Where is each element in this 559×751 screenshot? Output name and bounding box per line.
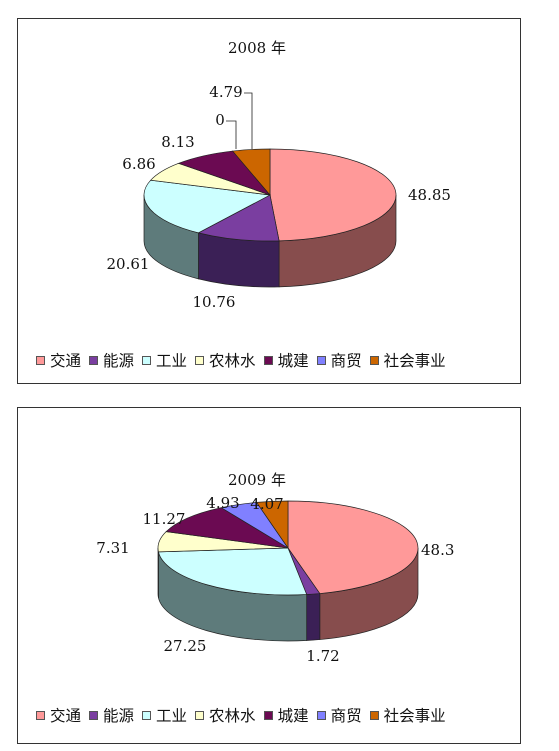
pie-slice-top: [143, 179, 272, 234]
chart-panel-2008: 2008 年 48.85 10.76 20.61 6.86 8.13 0 4.79 交通 能源…: [17, 18, 521, 384]
data-label: 27.25: [164, 637, 207, 655]
legend-item: 农林水: [195, 349, 256, 371]
pie-slice-side: [306, 593, 321, 641]
legend-swatch: [142, 355, 152, 365]
label-leader-line: [244, 92, 253, 149]
legend-item: 工业: [142, 349, 187, 371]
data-label: 48.3: [421, 541, 454, 559]
legend-item: 农林水: [195, 704, 256, 726]
legend-label: 商贸: [330, 352, 362, 370]
legend-swatch: [142, 710, 152, 720]
chart-title: 2008 年: [228, 39, 286, 57]
legend-2008: 交通 能源 工业 农林水 城建 商贸 社会事业: [36, 349, 514, 371]
legend-swatch: [316, 355, 326, 365]
legend-label: 社会事业: [383, 707, 446, 725]
pie-slice-top: [287, 500, 419, 594]
legend-label: 工业: [156, 352, 188, 370]
legend-item: 城建: [263, 704, 309, 726]
legend-label: 农林水: [209, 707, 256, 725]
legend-label: 商贸: [330, 707, 362, 725]
legend-label: 交通: [50, 352, 82, 370]
pie-chart-2009: 2009 年 48.3 1.72 27.25 7.31 11.27 4.93 4.07: [96, 471, 454, 665]
legend-swatch: [36, 355, 45, 365]
legend-swatch: [263, 710, 273, 720]
chart-panel-2009: 2009 年 48.3 1.72 27.25 7.31 11.27 4.93 4.07 交通 …: [17, 407, 521, 744]
legend-item: 能源: [89, 349, 134, 371]
legend-swatch: [316, 710, 326, 720]
legend-item: 城建: [263, 349, 309, 371]
legend-swatch: [195, 710, 205, 720]
legend-swatch: [89, 710, 99, 720]
legend-label: 能源: [103, 352, 135, 370]
label-leader-line: [226, 120, 237, 149]
data-label: 20.61: [107, 255, 150, 273]
legend-swatch: [369, 710, 379, 720]
data-labels: 48.3 1.72 27.25 7.31 11.27 4.93 4.07: [96, 494, 454, 665]
data-label: 7.31: [96, 539, 129, 557]
legend-2009: 交通 能源 工业 农林水 城建 商贸 社会事业: [36, 704, 514, 726]
data-label: 4.79: [209, 83, 242, 101]
legend-item: 商贸: [316, 704, 362, 726]
data-label: 8.13: [161, 133, 194, 151]
legend-swatch: [36, 710, 45, 720]
pie-slice-top: [157, 547, 308, 596]
pie-top-faces: [143, 148, 397, 242]
data-label: 0: [215, 111, 225, 129]
chart-title: 2009 年: [228, 471, 286, 489]
legend-item: 工业: [142, 704, 187, 726]
data-label: 1.72: [306, 647, 339, 665]
pie-slice-top: [231, 148, 271, 196]
legend-item: 交通: [36, 349, 81, 371]
legend-swatch: [195, 355, 205, 365]
data-label: 6.86: [122, 155, 155, 173]
pie-slice-top: [255, 500, 289, 550]
legend-label: 能源: [103, 707, 135, 725]
legend-item: 交通: [36, 704, 81, 726]
data-label: 10.76: [193, 293, 236, 311]
pie-chart-2008: 2008 年 48.85 10.76 20.61 6.86 8.13 0 4.79: [107, 39, 451, 311]
legend-item: 社会事业: [369, 349, 446, 371]
legend-label: 城建: [277, 707, 309, 725]
legend-label: 工业: [156, 707, 188, 725]
data-label: 48.85: [408, 186, 451, 204]
pie-slice-top: [165, 507, 289, 549]
legend-label: 社会事业: [383, 352, 446, 370]
data-label: 4.07: [250, 495, 283, 513]
legend-label: 交通: [50, 707, 82, 725]
legend-item: 能源: [89, 704, 134, 726]
legend-swatch: [263, 355, 273, 365]
pie-slice-top: [269, 148, 397, 242]
data-labels: 48.85 10.76 20.61 6.86 8.13 0 4.79: [107, 83, 451, 311]
legend-item: 商贸: [316, 349, 362, 371]
data-label: 11.27: [143, 510, 186, 528]
legend-item: 社会事业: [369, 704, 446, 726]
pie-slice-top: [197, 194, 280, 242]
legend-label: 农林水: [209, 352, 256, 370]
data-label: 4.93: [206, 494, 239, 512]
legend-label: 城建: [277, 352, 309, 370]
legend-swatch: [89, 355, 99, 365]
legend-swatch: [369, 355, 379, 365]
pie-top-faces: [157, 500, 419, 596]
